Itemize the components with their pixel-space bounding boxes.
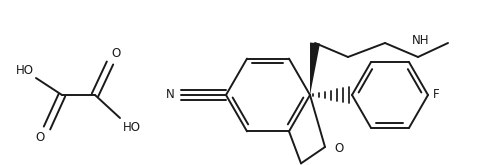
- Text: F: F: [433, 88, 440, 101]
- Text: O: O: [111, 47, 120, 60]
- Polygon shape: [310, 43, 320, 95]
- Text: NH: NH: [412, 34, 430, 47]
- Text: N: N: [166, 88, 175, 101]
- Text: O: O: [36, 131, 45, 144]
- Text: HO: HO: [16, 64, 34, 77]
- Text: O: O: [334, 143, 343, 155]
- Text: HO: HO: [123, 121, 141, 134]
